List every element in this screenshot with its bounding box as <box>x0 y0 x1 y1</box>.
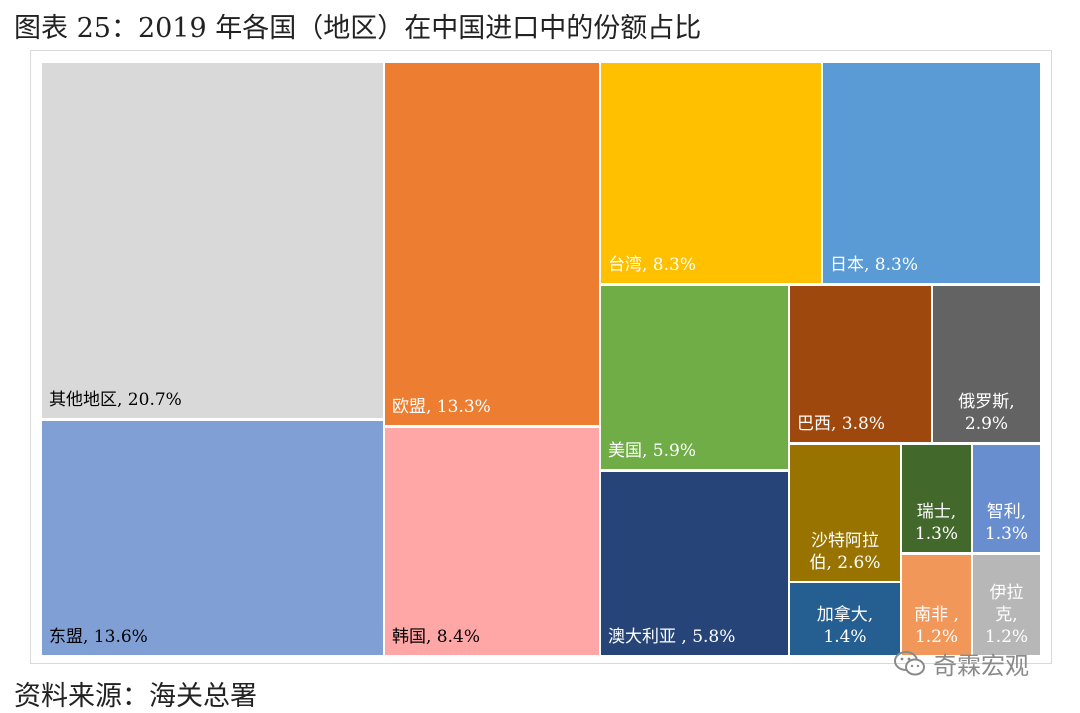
treemap-label: 1.3% <box>985 524 1028 544</box>
treemap-tile-13: 智利,1.3% <box>973 445 1040 552</box>
treemap-label: 韩国, 8.4% <box>392 627 480 647</box>
treemap-rect <box>601 63 821 283</box>
treemap-label: 南非 , <box>914 605 959 625</box>
watermark: 奇霖宏观 <box>893 646 1029 681</box>
treemap-rect <box>902 445 971 552</box>
treemap-tile-11: 加拿大,1.4% <box>790 583 900 655</box>
treemap-rect <box>42 421 383 655</box>
watermark-text: 奇霖宏观 <box>933 652 1029 680</box>
treemap-tile-1: 东盟, 13.6% <box>42 421 383 655</box>
treemap-label: 欧盟, 13.3% <box>392 397 491 417</box>
treemap-tile-12: 瑞士,1.3% <box>902 445 971 552</box>
treemap-rect <box>823 63 1040 283</box>
treemap-label: 加拿大, <box>817 604 873 625</box>
treemap-label: 沙特阿拉 <box>811 531 879 551</box>
treemap-rect <box>385 63 599 425</box>
treemap-tile-5: 日本, 8.3% <box>823 63 1040 283</box>
treemap-label: 日本, 8.3% <box>830 255 918 275</box>
treemap-label: 美国, 5.9% <box>608 441 696 461</box>
treemap-rect <box>601 472 788 655</box>
treemap-tile-3: 韩国, 8.4% <box>385 428 599 655</box>
wechat-icon <box>894 650 925 675</box>
treemap-label: 巴西, 3.8% <box>797 414 885 434</box>
treemap-label: 伊拉 <box>990 583 1024 603</box>
treemap-tile-8: 巴西, 3.8% <box>790 286 931 442</box>
treemap-rect <box>385 428 599 655</box>
chart-title: 图表 25：2019 年各国（地区）在中国进口中的份额占比 <box>14 13 702 44</box>
treemap-tile-7: 澳大利亚 , 5.8% <box>601 472 788 655</box>
treemap-tile-6: 美国, 5.9% <box>601 286 788 469</box>
treemap-rect <box>933 286 1040 442</box>
treemap-label: 伯, 2.6% <box>810 553 881 573</box>
treemap-tile-9: 俄罗斯,2.9% <box>933 286 1040 442</box>
treemap-label: 瑞士, <box>917 502 956 522</box>
treemap-label: 澳大利亚 , 5.8% <box>608 627 735 647</box>
treemap-label: 俄罗斯, <box>958 392 1014 412</box>
treemap-rect <box>601 286 788 469</box>
treemap-rect <box>902 555 971 655</box>
treemap-rect <box>790 445 900 581</box>
treemap-label: 1.4% <box>823 627 866 647</box>
treemap-label: 东盟, 13.6% <box>49 627 148 647</box>
treemap-tile-15: 伊拉克,1.2% <box>973 555 1040 655</box>
treemap-label: 其他地区, 20.7% <box>49 390 182 410</box>
treemap-label: 1.2% <box>915 627 958 647</box>
treemap-label: 克, <box>995 605 1017 625</box>
source-note: 资料来源：海关总署 <box>14 681 257 712</box>
treemap-label: 1.3% <box>915 524 958 544</box>
treemap-tile-4: 台湾, 8.3% <box>601 63 821 283</box>
treemap-rect <box>790 286 931 442</box>
treemap-rect <box>42 63 383 418</box>
treemap-rect <box>973 555 1040 655</box>
treemap-label: 台湾, 8.3% <box>608 255 696 275</box>
treemap-label: 2.9% <box>965 414 1008 434</box>
treemap-tile-0: 其他地区, 20.7% <box>42 63 383 418</box>
treemap-tile-2: 欧盟, 13.3% <box>385 63 599 425</box>
treemap-rect <box>973 445 1040 552</box>
treemap-tile-14: 南非 ,1.2% <box>902 555 971 655</box>
treemap-label: 1.2% <box>985 627 1028 647</box>
treemap-label: 智利, <box>987 502 1026 522</box>
treemap-rect <box>790 583 900 655</box>
